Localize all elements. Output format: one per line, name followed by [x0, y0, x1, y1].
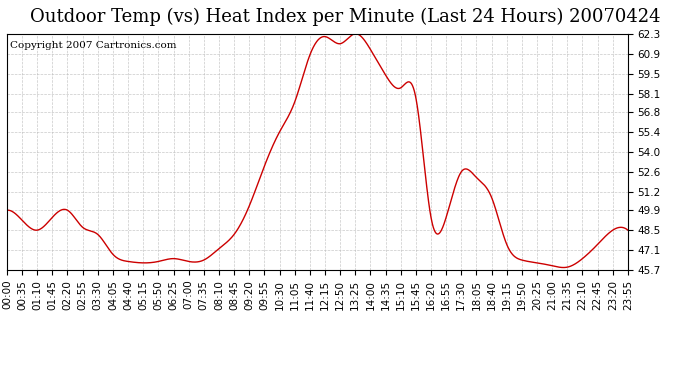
Text: Copyright 2007 Cartronics.com: Copyright 2007 Cartronics.com	[10, 41, 177, 50]
Text: Outdoor Temp (vs) Heat Index per Minute (Last 24 Hours) 20070424: Outdoor Temp (vs) Heat Index per Minute …	[30, 8, 660, 26]
